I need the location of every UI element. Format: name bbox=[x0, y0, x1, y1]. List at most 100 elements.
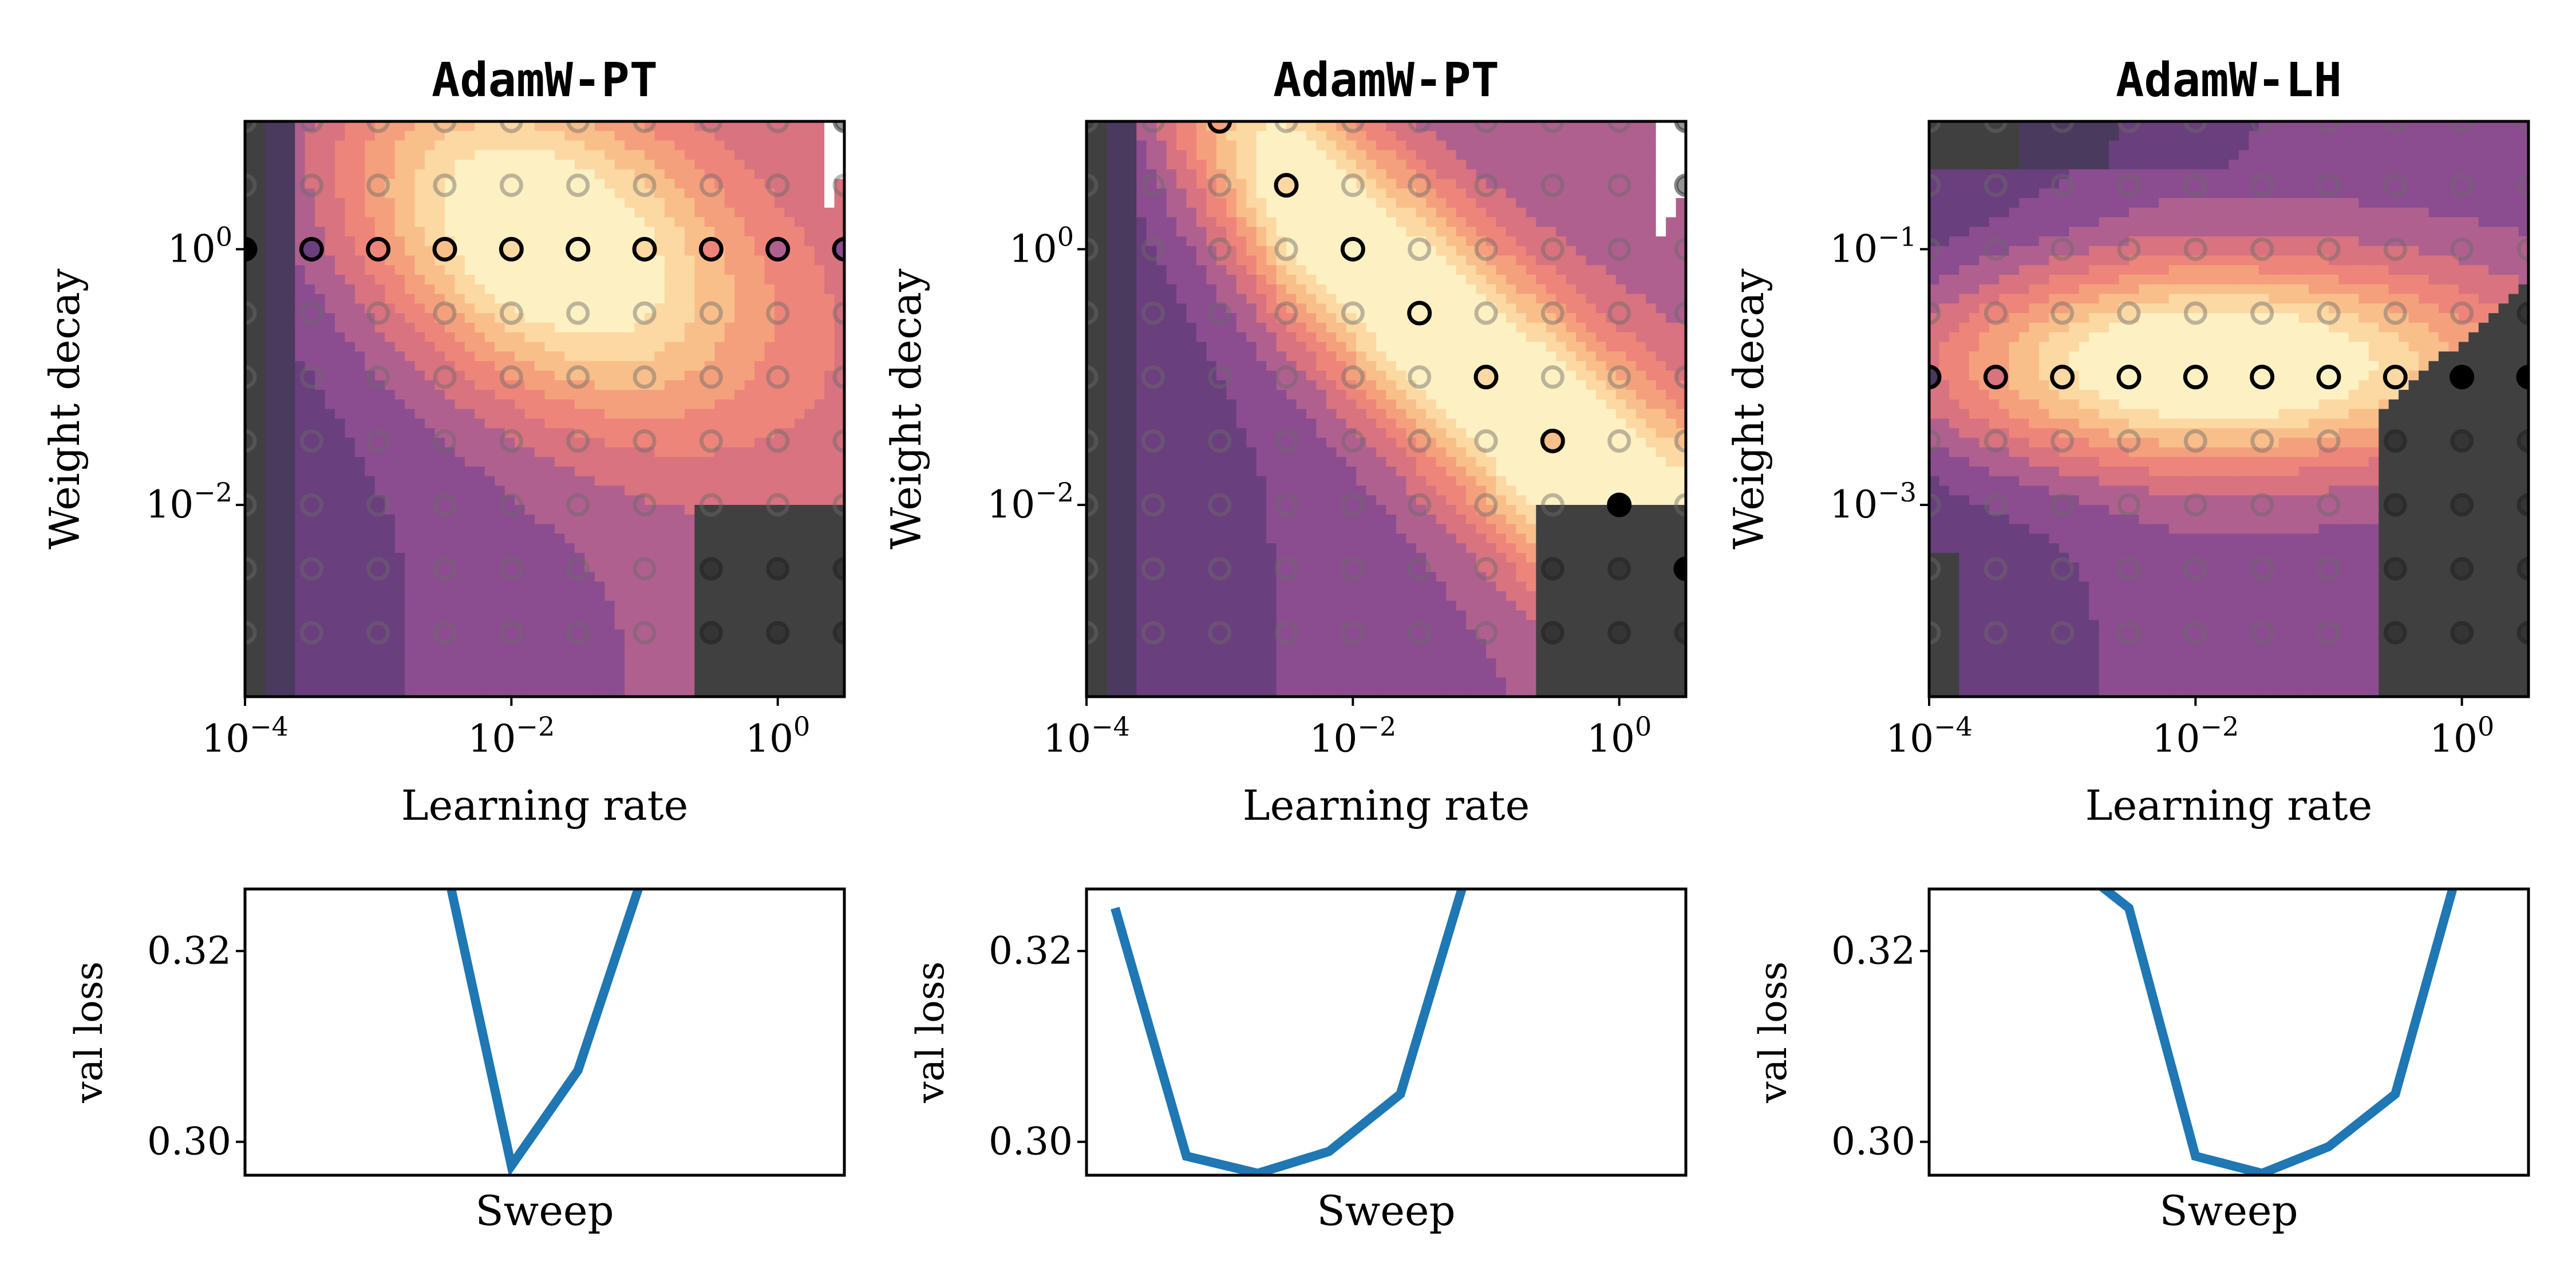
x-axis-label: Learning rate bbox=[1243, 781, 1530, 829]
sample-marker bbox=[1141, 429, 1165, 453]
sample-marker bbox=[1408, 121, 1432, 133]
sample-marker bbox=[2117, 493, 2141, 517]
sample-marker bbox=[2516, 557, 2528, 581]
y-tick-label: 0.32 bbox=[147, 929, 231, 973]
sample-marker bbox=[1408, 557, 1432, 581]
sample-marker bbox=[433, 621, 457, 645]
sample-marker bbox=[1086, 365, 1099, 389]
sample-marker bbox=[2050, 429, 2075, 453]
selected-point bbox=[1673, 556, 1686, 582]
sample-marker bbox=[2516, 237, 2528, 261]
sample-marker bbox=[633, 429, 657, 453]
sample-marker bbox=[366, 621, 390, 645]
sample-marker bbox=[1408, 365, 1432, 389]
y-tick-label: 10−2 bbox=[987, 477, 1074, 527]
sample-marker bbox=[1274, 121, 1298, 133]
sample-marker-fill bbox=[2386, 432, 2405, 451]
sample-marker bbox=[2050, 173, 2075, 197]
sample-marker bbox=[1341, 365, 1365, 389]
sample-marker bbox=[2117, 429, 2141, 453]
y-tick-label: 100 bbox=[1009, 221, 1074, 271]
sample-marker bbox=[633, 621, 657, 645]
sample-marker bbox=[2183, 173, 2207, 197]
sample-marker bbox=[1540, 301, 1564, 325]
sample-marker bbox=[245, 429, 257, 453]
sample-marker bbox=[1086, 621, 1099, 645]
sample-marker bbox=[2183, 621, 2207, 645]
sample-marker bbox=[433, 301, 457, 325]
selected-point bbox=[2383, 365, 2408, 390]
panel-title: AdamW-LH bbox=[2116, 53, 2342, 108]
sample-marker bbox=[1984, 121, 2008, 133]
selected-point bbox=[1929, 365, 1942, 390]
x-tick-label: 100 bbox=[745, 711, 810, 761]
sample-marker bbox=[1208, 173, 1232, 197]
sample-marker bbox=[766, 557, 790, 581]
sample-marker bbox=[699, 493, 723, 517]
sample-marker bbox=[2250, 173, 2274, 197]
x-tick-label: 10−4 bbox=[1043, 711, 1130, 761]
sample-marker bbox=[633, 365, 657, 389]
sample-marker bbox=[2250, 429, 2274, 453]
x-tick-label: 10−2 bbox=[1309, 711, 1396, 761]
y-axis-label: Weight decay bbox=[882, 268, 930, 550]
x-axis-label: Sweep bbox=[1317, 1187, 1455, 1235]
sample-marker bbox=[499, 365, 523, 389]
selected-point bbox=[299, 236, 324, 262]
sample-marker bbox=[1208, 365, 1232, 389]
sample-marker bbox=[2383, 557, 2407, 581]
sample-marker bbox=[2250, 493, 2274, 517]
sample-marker bbox=[566, 301, 590, 325]
sample-marker-fill bbox=[1610, 559, 1629, 578]
sample-marker bbox=[1341, 621, 1365, 645]
sample-marker bbox=[1674, 301, 1686, 325]
sample-marker bbox=[2183, 121, 2207, 133]
sample-marker bbox=[2450, 121, 2474, 133]
sample-marker bbox=[1607, 429, 1631, 453]
sample-marker bbox=[1929, 301, 1941, 325]
sample-marker bbox=[1540, 237, 1564, 261]
sample-marker bbox=[1274, 621, 1298, 645]
sample-marker bbox=[2250, 557, 2274, 581]
sample-marker bbox=[1674, 493, 1686, 517]
sample-marker-fill bbox=[1543, 559, 1562, 578]
sample-marker bbox=[2383, 237, 2407, 261]
sample-marker bbox=[1341, 557, 1365, 581]
y-axis-label: val loss bbox=[908, 961, 953, 1103]
selected-point bbox=[1983, 365, 2008, 390]
val-loss-line bbox=[2097, 889, 2458, 1175]
sample-marker bbox=[499, 493, 523, 517]
sample-marker bbox=[832, 429, 844, 453]
sample-marker bbox=[2050, 121, 2075, 133]
sample-marker-fill bbox=[2519, 623, 2528, 642]
y-tick-label: 10−1 bbox=[1830, 221, 1917, 271]
sample-marker bbox=[366, 173, 390, 197]
sample-marker-fill bbox=[1543, 623, 1562, 642]
sample-marker bbox=[1208, 557, 1232, 581]
sample-marker bbox=[1474, 237, 1498, 261]
sample-marker bbox=[566, 621, 590, 645]
line-panel-3: 0.30 0.32 Sweep val loss bbox=[1751, 887, 2530, 1235]
sample-marker bbox=[299, 365, 323, 389]
sample-marker bbox=[2317, 237, 2341, 261]
sample-marker bbox=[245, 493, 257, 517]
y-axis-label: Weight decay bbox=[1725, 268, 1773, 550]
heatmap-field bbox=[245, 121, 844, 697]
sample-marker bbox=[633, 557, 657, 581]
sample-marker bbox=[832, 493, 844, 517]
sample-marker bbox=[2183, 557, 2207, 581]
selected-point bbox=[765, 236, 791, 262]
sample-marker bbox=[566, 121, 590, 133]
sample-marker-fill bbox=[1677, 176, 1686, 195]
sample-marker bbox=[1929, 173, 1941, 197]
sample-marker bbox=[1408, 173, 1432, 197]
sample-marker bbox=[766, 493, 790, 517]
x-axis-label: Learning rate bbox=[401, 781, 688, 829]
sample-marker bbox=[1086, 429, 1099, 453]
sample-marker bbox=[366, 493, 390, 517]
sample-marker bbox=[1474, 557, 1498, 581]
sample-marker bbox=[433, 365, 457, 389]
sample-marker bbox=[566, 173, 590, 197]
sample-marker bbox=[2317, 301, 2341, 325]
sample-marker bbox=[2250, 621, 2274, 645]
